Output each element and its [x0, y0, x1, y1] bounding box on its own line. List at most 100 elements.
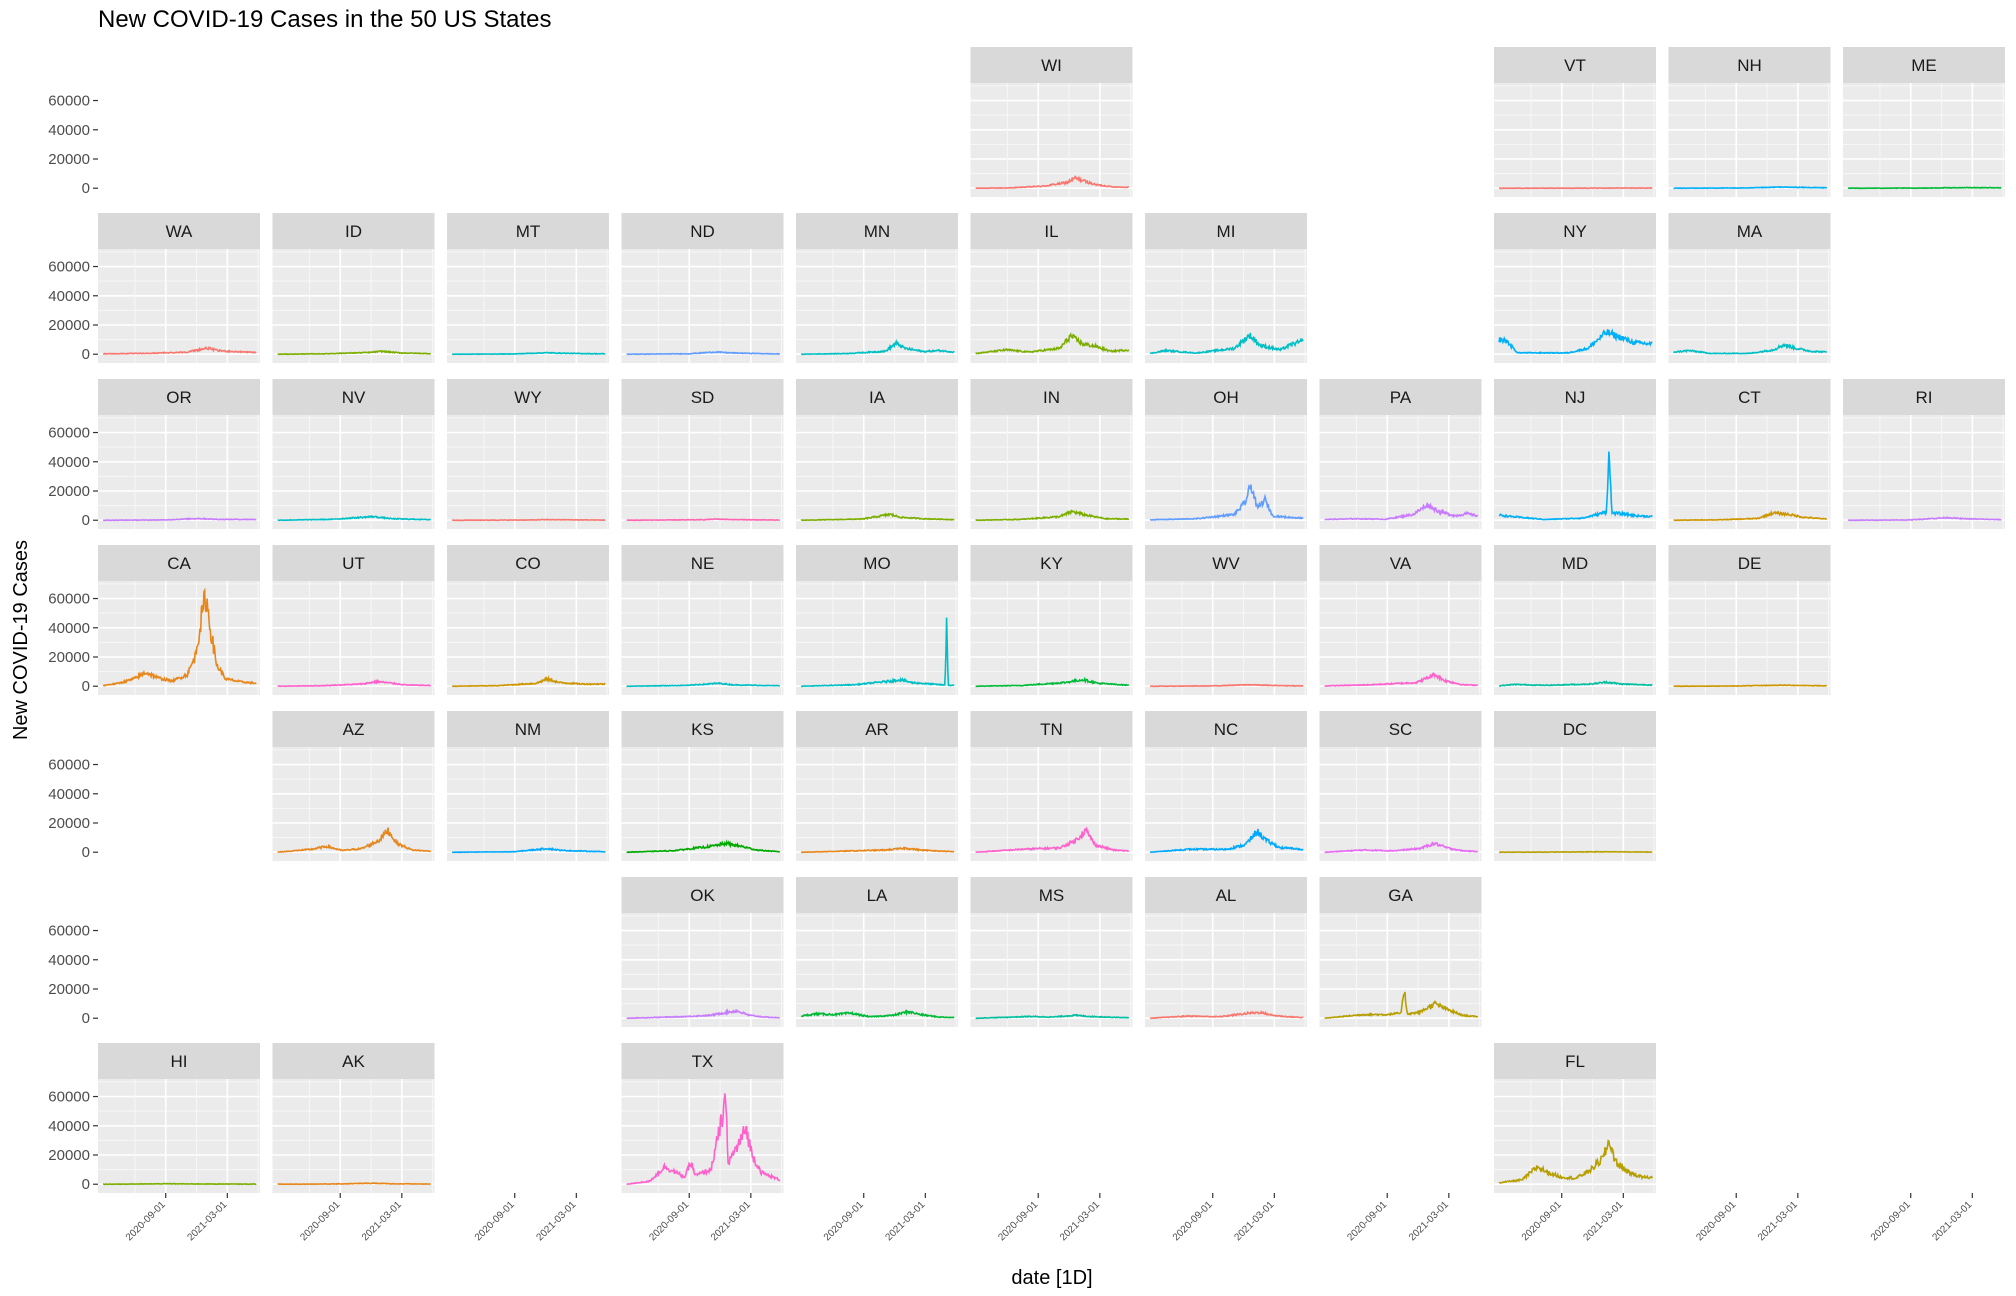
series-line: [800, 512, 955, 522]
facet-label: IA: [869, 388, 886, 407]
y-tick-label: 20000: [48, 317, 90, 334]
y-axis-title: New COVID-19 Cases: [10, 540, 32, 740]
facet-label: TN: [1040, 720, 1063, 739]
y-tick-label: 40000: [48, 288, 90, 305]
facet-label: MN: [864, 222, 890, 241]
facet-label: KS: [691, 720, 714, 739]
facet-strip: [1319, 379, 1482, 415]
panel-background: [447, 581, 609, 695]
x-tick-label: 2021-03-01: [1058, 1199, 1102, 1243]
x-tick-label: 2020-09-01: [1869, 1199, 1913, 1243]
panel-background: [621, 913, 784, 1027]
panel-background: [621, 747, 784, 861]
facet-strip: [1145, 877, 1307, 913]
x-tick-label: 2020-09-01: [1171, 1199, 1215, 1243]
facet-label: OK: [690, 886, 715, 905]
facet-strip: [272, 1043, 435, 1079]
panel-background: [98, 249, 260, 363]
facet-strip: [796, 711, 958, 747]
y-tick-label: 20000: [48, 981, 90, 998]
series-line: [1498, 186, 1653, 190]
facet-strip: [796, 379, 958, 415]
panel-background: [447, 249, 609, 363]
series-line: [975, 332, 1130, 355]
panel-background: [272, 747, 435, 861]
facet-strip: [1319, 711, 1482, 747]
panel-background: [1494, 581, 1656, 695]
facet-strip: [621, 545, 784, 581]
panel-background: [1668, 415, 1831, 529]
series-line: [1673, 509, 1827, 522]
panel-background: [447, 415, 609, 529]
panel-background: [796, 249, 958, 363]
facet-strip: [1843, 379, 2005, 415]
y-tick-label: 60000: [48, 591, 90, 608]
y-tick-label: 0: [82, 678, 90, 695]
facet-strip: [98, 1043, 260, 1079]
facet-label: RI: [1916, 388, 1933, 407]
facet-strip: [1494, 47, 1656, 83]
panel-background: [1494, 83, 1656, 197]
x-tick-label: 2020-09-01: [1694, 1199, 1738, 1243]
facet-label: NJ: [1565, 388, 1586, 407]
facet-label: KY: [1040, 554, 1063, 573]
y-tick-label: 60000: [48, 923, 90, 940]
facet-strip: [621, 877, 784, 913]
facet-strip: [970, 47, 1133, 83]
panel-background: [621, 1079, 784, 1193]
series-line: [626, 517, 781, 522]
series-line: [451, 351, 606, 356]
series-line: [1498, 1139, 1654, 1184]
facet-label: AR: [865, 720, 889, 739]
facet-label: FL: [1565, 1052, 1585, 1071]
y-tick-label: 60000: [48, 425, 90, 442]
facet-label: NH: [1737, 56, 1762, 75]
facet-strip: [970, 711, 1133, 747]
y-tick-label: 0: [82, 1010, 90, 1027]
series-line: [626, 1093, 781, 1185]
facet-strip: [1145, 711, 1307, 747]
facet-label: OH: [1213, 388, 1239, 407]
facet-label: CA: [167, 554, 191, 573]
y-tick-label: 40000: [48, 620, 90, 637]
series-line: [277, 678, 432, 688]
facet-strip: [1668, 545, 1831, 581]
panel-background: [970, 249, 1133, 363]
panel-background: [272, 249, 435, 363]
facet-label: PA: [1390, 388, 1412, 407]
facet-label: AK: [342, 1052, 365, 1071]
facet-label: MS: [1039, 886, 1065, 905]
facet-label: DC: [1563, 720, 1588, 739]
panel-background: [1145, 249, 1307, 363]
series-line: [800, 846, 955, 854]
facet-label: NV: [342, 388, 366, 407]
facet-strip: [1494, 711, 1656, 747]
facet-strip: [1494, 545, 1656, 581]
panel-background: [272, 581, 435, 695]
y-tick-label: 60000: [48, 93, 90, 110]
panel-background: [1145, 415, 1307, 529]
facet-strip: [98, 213, 260, 249]
facet-label: MI: [1217, 222, 1236, 241]
x-tick-label: 2020-09-01: [1520, 1199, 1564, 1243]
facet-strip: [272, 711, 435, 747]
series-line: [1847, 186, 2002, 190]
facet-strip: [970, 379, 1133, 415]
y-tick-label: 60000: [48, 1089, 90, 1106]
panel-background: [1319, 415, 1482, 529]
series-line: [800, 617, 955, 688]
series-line: [975, 676, 1130, 688]
facet-label: NY: [1563, 222, 1587, 241]
facet-strip: [272, 545, 435, 581]
panel-background: [1494, 249, 1656, 363]
series-line: [1673, 683, 1827, 688]
facet-label: DE: [1738, 554, 1762, 573]
series-line: [1673, 343, 1827, 355]
y-tick-label: 20000: [48, 1147, 90, 1164]
facet-strip: [447, 545, 609, 581]
panel-background: [272, 415, 435, 529]
series-line: [277, 349, 432, 356]
facet-label: NM: [515, 720, 541, 739]
panel-background: [98, 1079, 260, 1193]
x-tick-label: 2021-03-01: [1407, 1199, 1451, 1243]
